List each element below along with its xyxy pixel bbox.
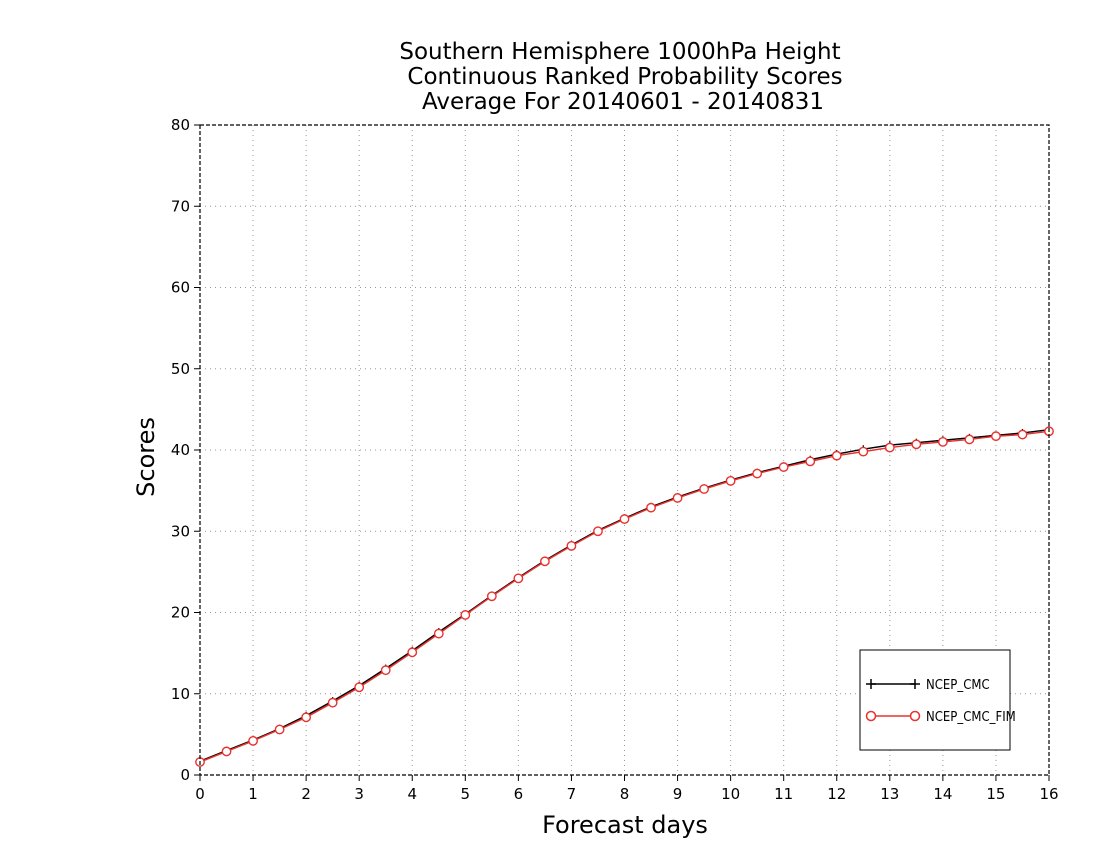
data-point-circle [884,442,895,453]
x-tick-label: 5 [461,785,471,803]
legend-box [859,649,1011,751]
chart-title-line-3: Average For 20140601 - 20140831 [422,89,824,115]
data-point-circle [725,475,736,486]
data-point-circle [805,456,816,467]
data-point-circle [354,682,365,693]
chart-title-line-2: Continuous Ranked Probability Scores [407,64,842,90]
data-point-circle [540,556,550,567]
data-point-circle [301,712,312,723]
x-tick-label: 9 [673,785,683,803]
y-tick-label: 60 [171,279,190,297]
data-point-circle [407,647,418,658]
x-tick-label: 11 [774,785,793,803]
x-tick-label: 6 [514,785,524,803]
data-point-circle [327,697,338,708]
legend-label-ncep-cmc: NCEP_CMC [926,678,990,693]
y-tick-label: 80 [171,116,190,134]
x-axis: 0 1 2 3 4 5 6 7 8 9 10 11 12 13 14 15 16 [195,775,1059,803]
data-point-circle [221,746,232,757]
data-point-circle [646,502,656,513]
data-point-circle [274,724,285,735]
y-tick-label: 0 [180,766,190,784]
legend: NCEP_CMC NCEP_CMC_FIM [859,649,1016,751]
y-tick-label: 70 [171,197,190,215]
data-point-circle [991,431,1001,442]
series-layer [195,425,1054,767]
x-tick-label: 1 [248,785,258,803]
x-tick-label: 2 [301,785,311,803]
chart-title-line-1: Southern Hemisphere 1000hPa Height [399,39,840,65]
data-point-circle [911,439,922,450]
y-axis-title: Scores [132,417,160,497]
x-tick-label: 10 [721,785,740,803]
x-tick-label: 12 [827,785,846,803]
data-point-circle [752,468,763,479]
data-point-circle [831,450,842,461]
legend-label-ncep-cmc-fim: NCEP_CMC_FIM [926,710,1016,725]
data-point-circle [380,665,391,676]
legend-marker-circle-left [865,710,877,722]
y-tick-label: 50 [171,360,190,378]
data-point-circle [1017,429,1028,440]
x-tick-label: 8 [620,785,630,803]
y-tick-label: 10 [171,685,190,703]
data-point-circle [699,484,709,494]
y-axis: 0 10 20 30 40 50 60 70 80 [171,116,200,784]
data-point-circle [964,434,975,445]
series-ncep-cmc-fim [195,426,1054,767]
y-tick-label: 30 [171,522,190,540]
data-point-circle [937,436,948,447]
data-point-circle [593,526,603,537]
data-point-circle [619,514,630,524]
y-tick-label: 40 [171,441,190,459]
x-axis-title: Forecast days [542,811,708,839]
legend-entry-ncep-cmc-fim: NCEP_CMC_FIM [865,710,1016,725]
y-tick-label: 20 [171,604,190,622]
legend-marker-circle-right [909,710,921,722]
x-tick-label: 15 [986,785,1005,803]
legend-entry-ncep-cmc: NCEP_CMC [866,678,990,693]
x-tick-label: 14 [933,785,952,803]
x-tick-label: 16 [1039,785,1058,803]
chart-title: Southern Hemisphere 1000hPa Height Conti… [399,39,842,115]
x-tick-label: 7 [567,785,577,803]
data-point-circle [513,573,524,584]
data-point-circle [248,735,258,746]
data-point-circle [566,540,577,551]
data-point-circle [433,628,444,639]
data-point-circle [460,610,471,620]
x-tick-label: 13 [880,785,899,803]
data-point-circle [778,462,789,472]
data-point-circle [486,591,497,602]
data-point-circle [672,493,683,503]
data-point-circle [858,446,869,457]
x-tick-label: 0 [195,785,205,803]
x-tick-label: 3 [354,785,364,803]
x-tick-label: 4 [407,785,417,803]
